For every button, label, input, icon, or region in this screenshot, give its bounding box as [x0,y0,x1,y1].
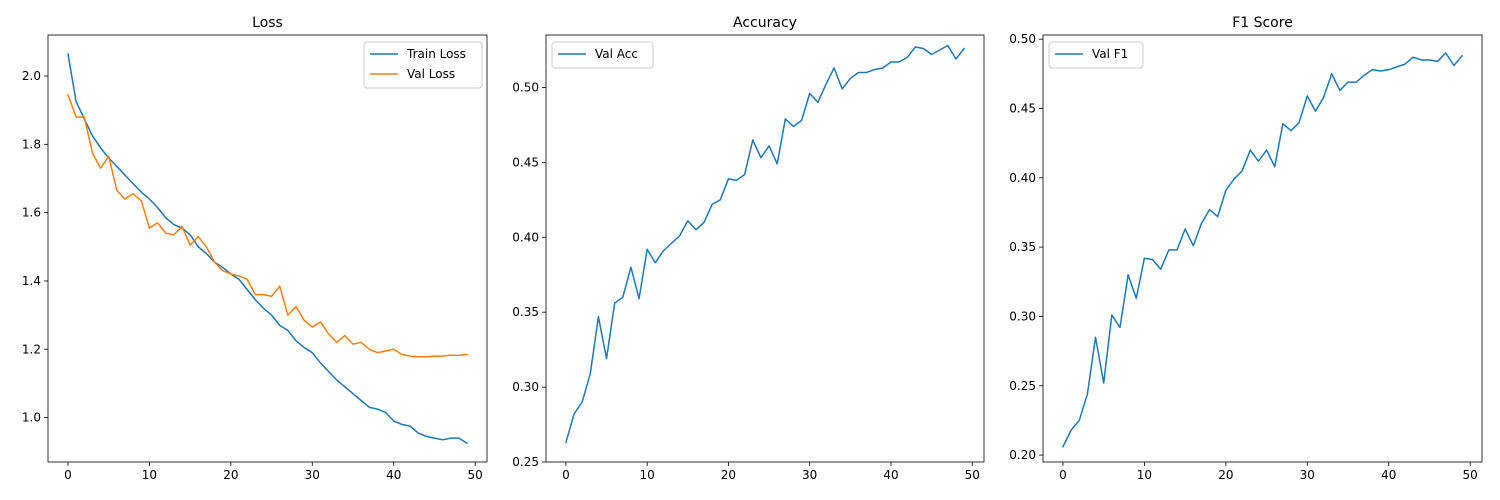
y-tick-label: 0.35 [1009,240,1036,254]
legend-label: Val Acc [595,47,638,61]
y-tick-label: 0.40 [1009,171,1036,185]
x-tick-label: 40 [1381,468,1396,482]
y-tick-label: 0.45 [1009,101,1036,115]
x-tick-label: 30 [1300,468,1315,482]
y-tick-label: 0.35 [512,305,539,319]
series-line-0 [1062,52,1463,448]
x-tick-label: 50 [1463,468,1478,482]
y-tick-label: 0.30 [1009,309,1036,323]
y-tick-label: 1.2 [22,342,41,356]
chart-title: F1 Score [1232,15,1293,31]
y-tick-label: 1.0 [22,411,41,425]
y-tick-label: 0.50 [1009,32,1036,46]
legend-box [1048,41,1144,69]
axes-frame [1042,34,1483,463]
legend: Val F1 [1048,41,1144,69]
y-tick-label: 0.50 [512,80,539,94]
series-line-1 [67,94,468,358]
x-tick-label: 50 [965,468,980,482]
chart-panel-0: 0 10 20 30 40 50 1.0 1.2 1.4 1.6 1.8 2.0 Loss Train L… [22,15,488,482]
x-tick-label: 40 [883,468,898,482]
y-tick-label: 0.45 [512,155,539,169]
x-tick-label: 50 [468,468,483,482]
x-tick-label: 20 [223,468,238,482]
axes-frame [47,34,488,463]
legend: Val Acc [551,41,654,69]
axes-frame [545,34,985,463]
y-tick-label: 0.25 [512,455,539,469]
series-line-0 [565,44,965,444]
y-tick-label: 1.4 [22,274,41,288]
x-tick-label: 0 [1059,468,1067,482]
y-tick-label: 1.6 [22,206,41,220]
y-tick-label: 0.25 [1009,379,1036,393]
legend-label: Val F1 [1092,47,1128,61]
chart-panel-2: 0 10 20 30 40 50 0.20 0.25 0.30 0.35 0.40 0.45 0.50 F… [1009,15,1483,482]
legend-label: Train Loss [406,47,466,61]
x-tick-label: 30 [802,468,817,482]
legend: Train Loss Val Loss [363,41,483,89]
x-tick-label: 0 [64,468,72,482]
chart-title: Loss [252,15,283,31]
y-tick-label: 0.30 [512,380,539,394]
x-tick-label: 40 [386,468,401,482]
chart-title: Accuracy [733,15,797,31]
x-tick-label: 10 [142,468,157,482]
y-tick-label: 0.20 [1009,448,1036,462]
legend-label: Val Loss [407,67,455,81]
y-tick-label: 2.0 [22,69,41,83]
y-tick-label: 1.8 [22,137,41,151]
y-tick-label: 0.40 [512,230,539,244]
x-tick-label: 20 [721,468,736,482]
x-tick-label: 20 [1218,468,1233,482]
x-tick-label: 10 [640,468,655,482]
x-tick-label: 0 [562,468,570,482]
x-tick-label: 30 [305,468,320,482]
x-tick-label: 10 [1137,468,1152,482]
legend-box [551,41,654,69]
series-line-0 [67,53,468,444]
chart-panel-1: 0 10 20 30 40 50 0.25 0.30 0.35 0.40 0.45 0.50 Accur… [512,15,985,482]
